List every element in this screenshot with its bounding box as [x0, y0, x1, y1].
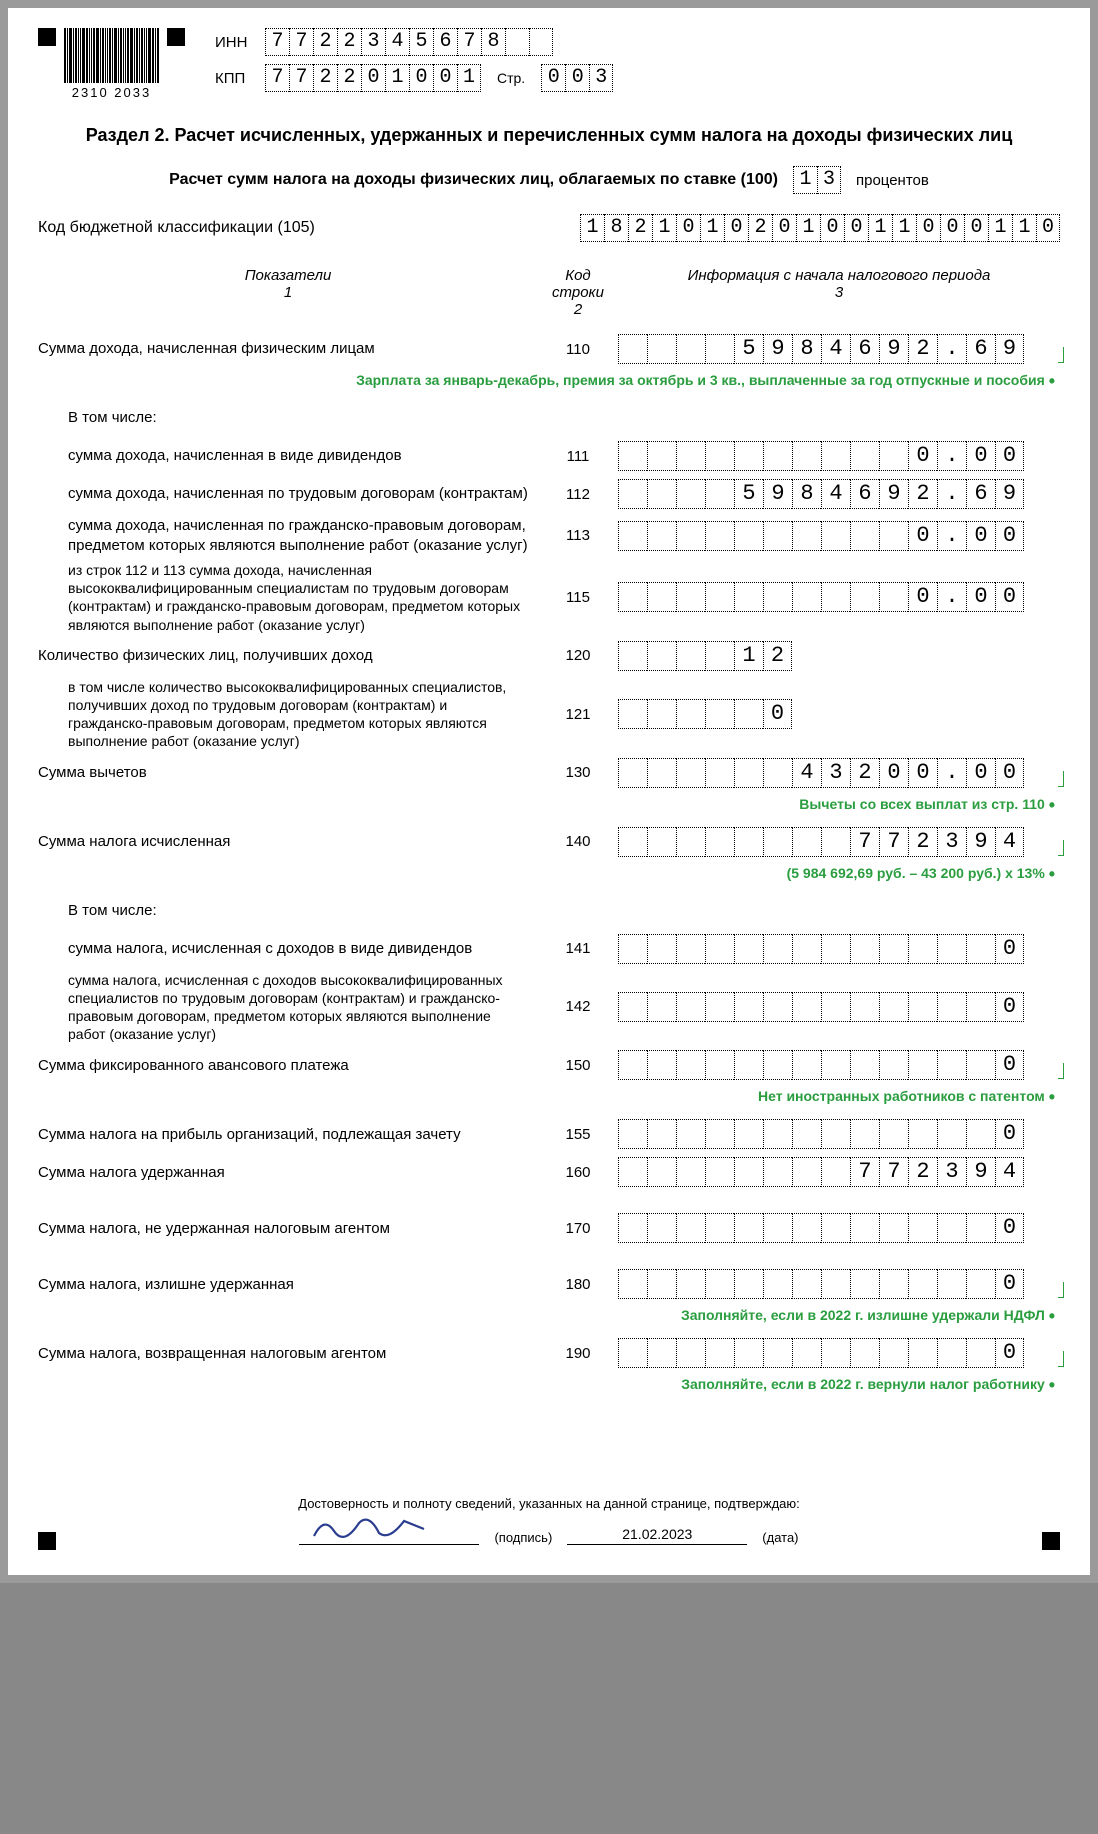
row-label: в том числе количество высококвалифициро… — [38, 678, 538, 751]
row-code: 112 — [538, 486, 618, 503]
row-code: 113 — [538, 527, 618, 544]
row-label: из строк 112 и 113 сумма дохода, начисле… — [38, 561, 538, 634]
row-code: 170 — [538, 1220, 618, 1237]
date-label: (дата) — [762, 1530, 798, 1545]
row-label: сумма налога, исчисленная с доходов в ви… — [38, 939, 538, 959]
header-code: Код строки — [552, 267, 604, 301]
annotation-note: Нет иностранных работников с патентом • — [38, 1087, 1060, 1108]
row-label: В том числе: — [38, 408, 538, 428]
annotation-note: Вычеты со всех выплат из стр. 110 • — [38, 795, 1060, 816]
row-label: сумма дохода, начисленная по гражданско-… — [38, 516, 538, 555]
row-code: 142 — [538, 998, 618, 1015]
row-value[interactable]: 5984692.69 — [618, 334, 1060, 364]
date-line[interactable]: 21.02.2023 — [567, 1526, 747, 1545]
row-label: Сумма налога на прибыль организаций, под… — [38, 1125, 538, 1145]
row-label: сумма дохода, начисленная по трудовым до… — [38, 484, 538, 504]
row-label: В том числе: — [38, 901, 538, 921]
row-value[interactable]: 0 — [618, 699, 1060, 729]
row-label: Количество физических лиц, получивших до… — [38, 646, 538, 666]
kbk-label: Код бюджетной классификации (105) — [38, 219, 315, 237]
row-value[interactable]: 0 — [618, 1119, 1060, 1149]
row-value[interactable]: 0 — [618, 1050, 1060, 1080]
kbk-field[interactable]: 18210102010011000110 — [580, 214, 1060, 242]
row-code: 155 — [538, 1126, 618, 1143]
row-label: Сумма фиксированного авансового платежа — [38, 1056, 538, 1076]
row-code: 120 — [538, 647, 618, 664]
row-code: 130 — [538, 764, 618, 781]
header-indicators: Показатели — [245, 267, 332, 284]
signature-line[interactable] — [299, 1521, 479, 1545]
row-label: Сумма налога удержанная — [38, 1163, 538, 1183]
signature-label: (подпись) — [494, 1530, 552, 1545]
barcode-bars — [64, 28, 159, 83]
row-label: Сумма налога исчисленная — [38, 832, 538, 852]
row-value[interactable]: 5984692.69 — [618, 479, 1060, 509]
footer-text: Достоверность и полноту сведений, указан… — [38, 1496, 1060, 1511]
row-label: сумма налога, исчисленная с доходов высо… — [38, 971, 538, 1044]
row-label: Сумма вычетов — [38, 763, 538, 783]
row-value[interactable]: 0.00 — [618, 582, 1060, 612]
annotation-note: Зарплата за январь-декабрь, премия за ок… — [38, 371, 1060, 392]
inn-label: ИНН — [215, 34, 255, 51]
kpp-field[interactable]: 772201001 — [265, 64, 481, 92]
row-value[interactable]: 0 — [618, 992, 1060, 1022]
row-code: 150 — [538, 1057, 618, 1074]
row-code: 140 — [538, 833, 618, 850]
marker-bottom-right — [1042, 1532, 1060, 1550]
row-code: 180 — [538, 1276, 618, 1293]
kpp-label: КПП — [215, 70, 255, 87]
header-info: Информация с начала налогового периода — [688, 267, 991, 284]
section-title: Раздел 2. Расчет исчисленных, удержанных… — [38, 125, 1060, 146]
marker-top-left — [38, 28, 56, 46]
tax-form-page: 2310 2033 ИНН 7722345678 КПП 772201001 С… — [0, 0, 1098, 1583]
row-code: 111 — [538, 448, 618, 465]
row-label: Сумма дохода, начисленная физическим лиц… — [38, 339, 538, 359]
rate-field[interactable]: 13 — [793, 166, 841, 194]
barcode-number: 2310 2033 — [64, 85, 159, 100]
row-value[interactable]: 0 — [618, 1338, 1060, 1368]
row-value[interactable]: 0.00 — [618, 521, 1060, 551]
row-value[interactable]: 43200.00 — [618, 758, 1060, 788]
row-value[interactable]: 772394 — [618, 1157, 1060, 1187]
row-code: 121 — [538, 706, 618, 723]
percent-label: процентов — [856, 172, 929, 189]
row-label: Сумма налога, не удержанная налоговым аг… — [38, 1219, 538, 1239]
row-code: 110 — [538, 341, 618, 358]
annotation-note: (5 984 692,69 руб. – 43 200 руб.) х 13% … — [38, 864, 1060, 885]
form-rows: Сумма дохода, начисленная физическим лиц… — [38, 333, 1060, 1396]
marker-top-right — [167, 28, 185, 46]
signature-icon — [309, 1511, 429, 1545]
page-field[interactable]: 003 — [541, 64, 613, 92]
row-value[interactable]: 0 — [618, 934, 1060, 964]
inn-field[interactable]: 7722345678 — [265, 28, 553, 56]
row-code: 115 — [538, 589, 618, 606]
row-value[interactable]: 0.00 — [618, 441, 1060, 471]
row-value[interactable]: 0 — [618, 1213, 1060, 1243]
barcode-block: 2310 2033 — [38, 28, 185, 100]
row-code: 141 — [538, 940, 618, 957]
annotation-note: Заполняйте, если в 2022 г. вернули налог… — [38, 1375, 1060, 1396]
row-value[interactable]: 12 — [618, 641, 1060, 671]
row-value[interactable]: 772394 — [618, 827, 1060, 857]
row-label: сумма дохода, начисленная в виде дивиден… — [38, 446, 538, 466]
row-code: 190 — [538, 1345, 618, 1362]
row-value[interactable]: 0 — [618, 1269, 1060, 1299]
row-label: Сумма налога, излишне удержанная — [38, 1275, 538, 1295]
annotation-note: Заполняйте, если в 2022 г. излишне удерж… — [38, 1306, 1060, 1327]
page-label: Стр. — [497, 70, 525, 86]
rate-text: Расчет сумм налога на доходы физических … — [169, 171, 778, 189]
row-label: Сумма налога, возвращенная налоговым аге… — [38, 1344, 538, 1364]
marker-bottom-left — [38, 1532, 56, 1550]
row-code: 160 — [538, 1164, 618, 1181]
